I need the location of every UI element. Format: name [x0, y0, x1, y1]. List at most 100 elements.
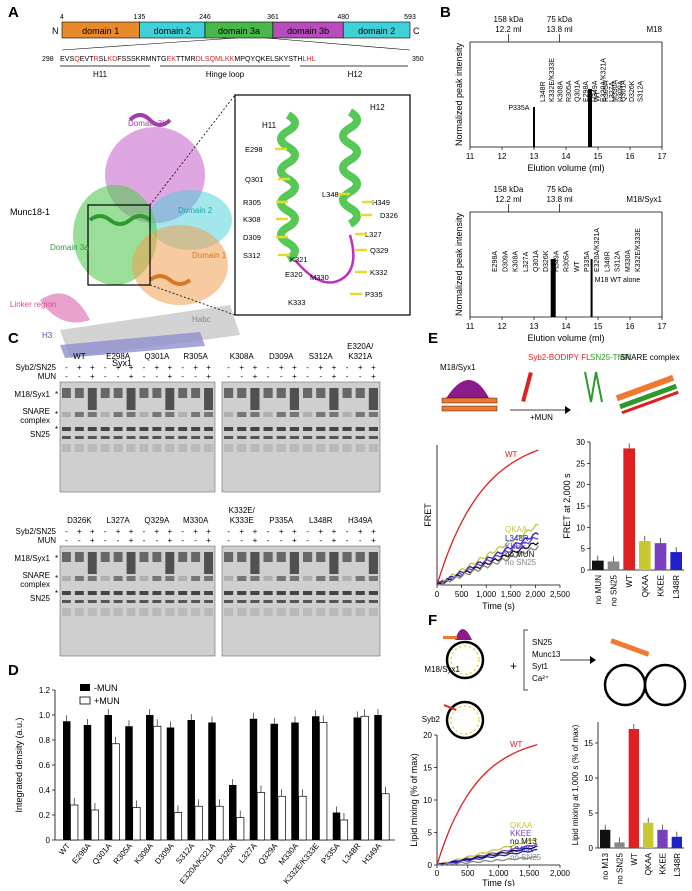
gel-band-label: complex — [20, 580, 50, 589]
zoom-panel — [234, 94, 411, 316]
gel-sign-syb2: + — [167, 363, 172, 372]
zoom-residue-labels: H11 H12 E298 Q301 R305 K308 D309 S312 K321 E320 M3… — [243, 103, 398, 307]
chrom-peak-label: M330A — [625, 249, 632, 272]
chrom-peak-label: K308A — [513, 251, 520, 272]
gel-sign-syb2: - — [227, 363, 230, 372]
gel-band-label: SN25 — [30, 430, 51, 439]
domain-bar-n: N — [52, 26, 59, 36]
e-bar-category: QKAA — [641, 574, 650, 597]
e-bar — [670, 552, 682, 570]
gel-lane-label: D309A — [269, 352, 294, 361]
panel-a-letter: A — [8, 4, 19, 21]
f-trace-label: KKEE — [510, 829, 531, 838]
gel-sign-syb2: - — [346, 527, 349, 536]
f-bar-ytick: 10 — [584, 774, 593, 783]
d-bar-plus-mun — [90, 809, 100, 841]
ml-label: 13.8 ml — [546, 195, 572, 204]
gel-band-label: complex — [20, 416, 50, 425]
chrom-peak-label: R305A — [566, 80, 573, 102]
d-bar-minus-mun — [63, 721, 71, 840]
gel-row-label-mun: MUN — [38, 536, 56, 545]
gel-sign-syb2: - — [306, 527, 309, 536]
gel-sign-mun: - — [240, 372, 243, 381]
chrom-peak — [550, 259, 556, 317]
gel-sign-syb2: + — [206, 363, 211, 372]
chrom-peak — [590, 259, 593, 317]
f-trace-label: no SN25 — [510, 853, 542, 862]
d-category-label: Q301A — [91, 841, 114, 866]
d-legend-label: -MUN — [94, 683, 118, 693]
gel-lane-label: L348R — [309, 516, 333, 525]
gel-lane-label: Q301A — [144, 352, 170, 361]
f-trace-xtick: 1,500 — [519, 869, 540, 878]
e-trace-label: QKAA — [505, 525, 528, 534]
gel-sign-syb2: - — [143, 527, 146, 536]
chrom-p335-label: P335A — [508, 105, 529, 112]
label-linker: Linker region — [10, 300, 56, 309]
chrom-peak-label: P335A — [584, 251, 591, 272]
gel-row-label-syb2: Syb2/SN25 — [16, 527, 57, 536]
chrom-xtick: 11 — [466, 322, 475, 331]
d-bar-plus-mun — [256, 792, 266, 841]
d-bar-plus-mun — [173, 812, 183, 841]
e-trace-label: no SN25 — [505, 558, 537, 567]
chrom-peak-label: Q301A — [575, 80, 582, 102]
gel-band-label: SNARE — [22, 571, 50, 580]
chrom-xtick: 12 — [498, 322, 507, 331]
d-ytick: 0.4 — [39, 786, 51, 795]
gel-lane-label: E298A — [106, 352, 131, 361]
domain-tick: 4 — [60, 14, 64, 21]
gel-sign-mun: - — [194, 536, 197, 545]
gel-sign-mun: - — [319, 536, 322, 545]
f-bar — [614, 842, 625, 848]
gel-sign-mun: - — [359, 372, 362, 381]
domain-tick: 361 — [267, 14, 279, 21]
zoom-h12: H12 — [370, 103, 385, 112]
gel-row-label-syb2: Syb2/SN25 — [16, 363, 57, 372]
zoom-residue-label: K333 — [288, 298, 306, 307]
f-bar-category: L348R — [673, 853, 682, 877]
d-bar-plus-mun — [153, 725, 162, 841]
f-schematic-m18syx: M18/Syx1 — [424, 665, 460, 674]
gel-sign-syb2: + — [371, 527, 376, 536]
gel-lane-label: K333E — [230, 516, 254, 525]
gel-lane-label: S312A — [309, 352, 334, 361]
d-ytick: 1.2 — [39, 686, 51, 695]
f-trace-label: no M13 — [510, 837, 537, 846]
d-bar-minus-mun — [291, 722, 299, 840]
gel-sign-mun: - — [181, 372, 184, 381]
gel-band-label: SNARE — [22, 407, 50, 416]
gel-band-label: M18/Syx1 — [14, 390, 50, 399]
zoom-region-box — [87, 204, 151, 286]
gel-sign-mun: - — [78, 372, 81, 381]
f-trace-line — [436, 848, 538, 866]
e-bar — [607, 561, 620, 570]
chrom-peak-label: Q301A — [620, 80, 627, 102]
panel-d-letter: D — [8, 662, 19, 679]
gel-sign-mun: - — [143, 536, 146, 545]
chrom-peak-label: R305A — [564, 250, 571, 272]
gel-sign-mun: + — [253, 372, 258, 381]
chrom-peak-label: R305A — [603, 80, 610, 102]
e-trace-xtick: 2,000 — [525, 590, 546, 599]
gel-sign-mun: + — [371, 536, 376, 545]
d-category-label: L348R — [340, 841, 362, 865]
e-schematic-sn25: SN25-TMR — [590, 353, 630, 362]
panel-b-letter: B — [440, 4, 451, 21]
gel-sign-syb2: + — [371, 363, 376, 372]
gel-sign-mun: - — [359, 536, 362, 545]
gel-sign-syb2: + — [116, 527, 121, 536]
f-trace-ylabel: Lipid mixing (% of max) — [409, 753, 419, 847]
gel-sign-syb2: + — [279, 527, 284, 536]
gel-sign-mun: - — [65, 536, 68, 545]
gel-sign-mun: + — [129, 536, 134, 545]
d-bar-minus-mun — [125, 726, 133, 840]
f-schematic-syb2: Syb2 — [422, 715, 441, 724]
f-bar-ylabel: Lipid mixing at 1,000 s (% of max) — [571, 724, 580, 845]
panel-b-bottom-chromatogram: 158 kDa 75 kDa 12.2 ml 13.8 ml M18/Syx1 11 12 1… — [454, 185, 667, 343]
gel-sign-syb2: - — [65, 363, 68, 372]
panel-f-letter: F — [428, 612, 437, 629]
gel-sign-syb2: - — [267, 527, 270, 536]
zoom-residue-label: L327 — [365, 230, 382, 239]
